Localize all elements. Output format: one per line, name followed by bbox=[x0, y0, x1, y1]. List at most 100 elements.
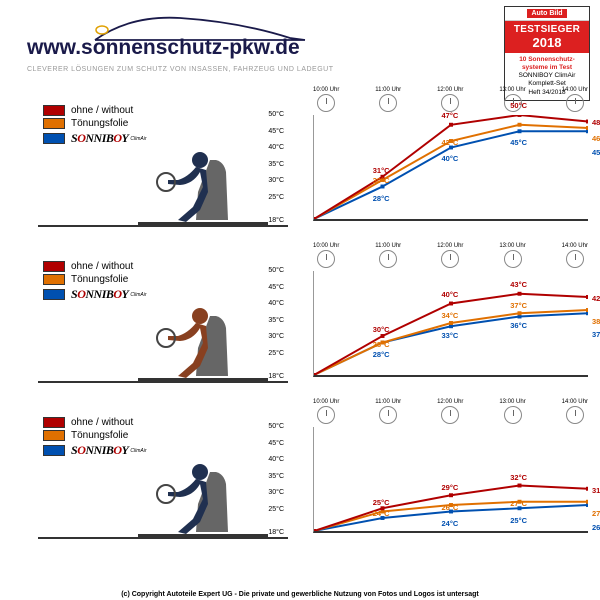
value-label: 24°C bbox=[442, 519, 459, 528]
y-tick-label: 18°C bbox=[268, 217, 284, 224]
value-label: 26°C bbox=[442, 503, 459, 512]
y-tick-label: 50°C bbox=[268, 267, 284, 274]
y-tick-label: 40°C bbox=[268, 456, 284, 463]
value-label: 40°C bbox=[442, 290, 459, 299]
legend-label: ohne / without bbox=[71, 261, 133, 272]
value-label: 26°C bbox=[592, 523, 600, 532]
y-tick-label: 50°C bbox=[268, 111, 284, 118]
time-label: 14:00 Uhr bbox=[562, 399, 588, 405]
sonniboy-brand: SONNIBOY bbox=[71, 287, 128, 302]
time-label: 14:00 Uhr bbox=[562, 87, 588, 93]
driver-silhouette-icon bbox=[138, 444, 268, 539]
y-tick-label: 45°C bbox=[268, 284, 284, 291]
time-label: 12:00 Uhr bbox=[437, 87, 463, 93]
driver-silhouette-icon bbox=[138, 288, 268, 383]
line-chart: 10:00 Uhr 11:00 Uhr 12:00 Uhr 13:00 Uhr 14:0… bbox=[288, 77, 593, 227]
value-label: 29°C bbox=[442, 483, 459, 492]
y-tick-label: 30°C bbox=[268, 489, 284, 496]
value-label: 27°C bbox=[510, 499, 527, 508]
clock-icon bbox=[317, 250, 335, 268]
time-label: 10:00 Uhr bbox=[313, 87, 339, 93]
value-label: 32°C bbox=[510, 473, 527, 482]
time-label: 11:00 Uhr bbox=[375, 87, 401, 93]
value-label: 25°C bbox=[373, 498, 390, 507]
value-label: 25°C bbox=[510, 516, 527, 525]
time-label: 13:00 Uhr bbox=[499, 87, 525, 93]
value-label: 45°C bbox=[510, 138, 527, 147]
time-label: 13:00 Uhr bbox=[499, 399, 525, 405]
line-chart: 10:00 Uhr 11:00 Uhr 12:00 Uhr 13:00 Uhr 14:0… bbox=[288, 389, 593, 539]
value-label: 31°C bbox=[373, 166, 390, 175]
clock-icon bbox=[566, 94, 584, 112]
y-tick-label: 25°C bbox=[268, 506, 284, 513]
value-label: 40°C bbox=[442, 154, 459, 163]
clock-icon bbox=[379, 94, 397, 112]
clock-icon bbox=[566, 250, 584, 268]
y-tick-label: 45°C bbox=[268, 440, 284, 447]
autobild-logo: Auto Bild bbox=[527, 9, 566, 18]
value-label: 28°C bbox=[373, 194, 390, 203]
time-label: 10:00 Uhr bbox=[313, 399, 339, 405]
clock-icon bbox=[504, 406, 522, 424]
legend-label: ohne / without bbox=[71, 105, 133, 116]
sonniboy-brand: SONNIBOY bbox=[71, 131, 128, 146]
value-label: 47°C bbox=[442, 111, 459, 120]
clock-icon bbox=[441, 94, 459, 112]
time-label: 11:00 Uhr bbox=[375, 243, 401, 249]
y-tick-label: 25°C bbox=[268, 194, 284, 201]
value-label: 43°C bbox=[510, 280, 527, 289]
sonniboy-brand: SONNIBOY bbox=[71, 443, 128, 458]
driver-silhouette-icon bbox=[138, 132, 268, 227]
clock-icon bbox=[379, 250, 397, 268]
clock-icon bbox=[441, 250, 459, 268]
clock-icon bbox=[317, 406, 335, 424]
value-label: 33°C bbox=[442, 331, 459, 340]
copyright: (c) Copyright Autoteile Expert UG - Die … bbox=[0, 591, 600, 598]
y-tick-label: 35°C bbox=[268, 473, 284, 480]
y-tick-label: 35°C bbox=[268, 161, 284, 168]
time-label: 12:00 Uhr bbox=[437, 243, 463, 249]
value-label: 30°C bbox=[373, 176, 390, 185]
value-label: 38°C bbox=[592, 317, 600, 326]
chart-panel-1: ohne / withoutTönungsfolieSONNIBOYClimAi… bbox=[8, 77, 592, 231]
value-label: 42°C bbox=[442, 138, 459, 147]
legend-label: Tönungsfolie bbox=[71, 430, 128, 441]
value-label: 30°C bbox=[373, 325, 390, 334]
y-tick-label: 45°C bbox=[268, 128, 284, 135]
value-label: 24°C bbox=[373, 509, 390, 518]
value-label: 27°C bbox=[592, 509, 600, 518]
value-label: 37°C bbox=[510, 301, 527, 310]
car-logo bbox=[90, 10, 310, 45]
value-label: 42°C bbox=[592, 294, 600, 303]
chart-panel-3: ohne / withoutTönungsfolieSONNIBOYClimAi… bbox=[8, 389, 592, 543]
y-tick-label: 40°C bbox=[268, 300, 284, 307]
value-label: 36°C bbox=[510, 321, 527, 330]
chart-panel-2: ohne / withoutTönungsfolieSONNIBOYClimAi… bbox=[8, 233, 592, 387]
clock-icon bbox=[317, 94, 335, 112]
y-tick-label: 50°C bbox=[268, 423, 284, 430]
value-label: 28°C bbox=[373, 340, 390, 349]
value-label: 48°C bbox=[592, 118, 600, 127]
value-label: 46°C bbox=[592, 134, 600, 143]
legend: ohne / withoutTönungsfolieSONNIBOYClimAi… bbox=[43, 261, 147, 304]
y-tick-label: 25°C bbox=[268, 350, 284, 357]
clock-icon bbox=[441, 406, 459, 424]
time-label: 14:00 Uhr bbox=[562, 243, 588, 249]
time-label: 11:00 Uhr bbox=[375, 399, 401, 405]
clock-icon bbox=[504, 250, 522, 268]
value-label: 28°C bbox=[373, 350, 390, 359]
value-label: 45°C bbox=[592, 148, 600, 157]
y-tick-label: 35°C bbox=[268, 317, 284, 324]
value-label: 31°C bbox=[592, 486, 600, 495]
y-tick-label: 40°C bbox=[268, 144, 284, 151]
y-tick-label: 30°C bbox=[268, 333, 284, 340]
clock-icon bbox=[566, 406, 584, 424]
y-tick-label: 18°C bbox=[268, 373, 284, 380]
y-tick-label: 18°C bbox=[268, 529, 284, 536]
time-label: 12:00 Uhr bbox=[437, 399, 463, 405]
line-chart: 10:00 Uhr11:00 Uhr12:00 Uhr13:00 Uhr14:0… bbox=[288, 233, 593, 383]
y-tick-label: 30°C bbox=[268, 177, 284, 184]
legend-label: ohne / without bbox=[71, 417, 133, 428]
value-label: 37°C bbox=[592, 330, 600, 339]
value-label: 34°C bbox=[442, 311, 459, 320]
